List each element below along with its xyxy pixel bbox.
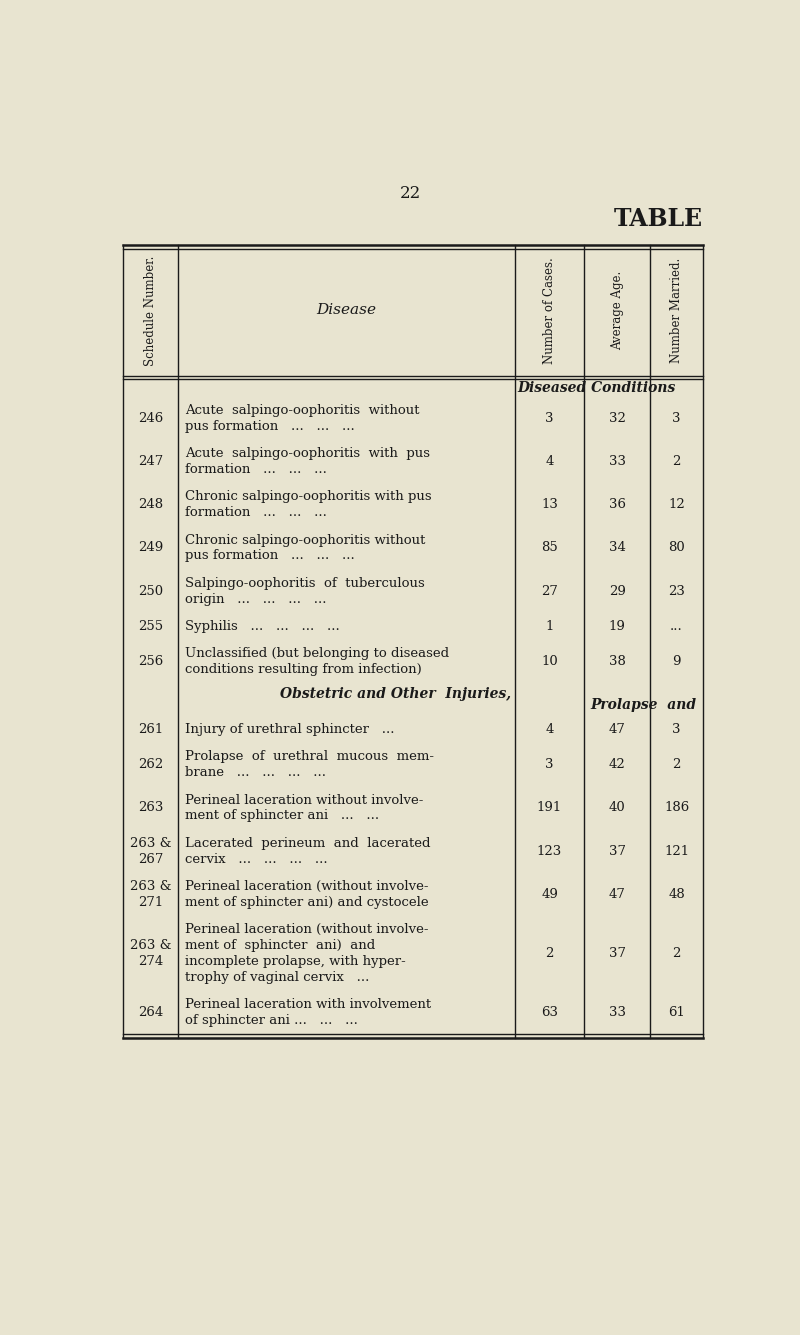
Text: Perineal laceration with involvement: Perineal laceration with involvement: [186, 999, 431, 1011]
Text: 47: 47: [609, 724, 626, 736]
Text: 23: 23: [668, 585, 685, 598]
Text: Unclassified (but belonging to diseased: Unclassified (but belonging to diseased: [186, 647, 450, 661]
Text: incomplete prolapse, with hyper-: incomplete prolapse, with hyper-: [186, 955, 406, 968]
Text: ment of sphincter ani   ...   ...: ment of sphincter ani ... ...: [186, 809, 379, 822]
Text: 249: 249: [138, 542, 163, 554]
Text: Number of Cases.: Number of Cases.: [543, 256, 556, 363]
Text: 47: 47: [609, 888, 626, 901]
Text: of sphincter ani ...   ...   ...: of sphincter ani ... ... ...: [186, 1015, 358, 1027]
Text: 263 &: 263 &: [130, 837, 171, 850]
Text: formation   ...   ...   ...: formation ... ... ...: [186, 506, 327, 519]
Text: 63: 63: [541, 1007, 558, 1019]
Text: Average Age.: Average Age.: [611, 271, 624, 350]
Text: 248: 248: [138, 498, 163, 511]
Text: Prolapse  of  urethral  mucous  mem-: Prolapse of urethral mucous mem-: [186, 750, 434, 764]
Text: 1: 1: [546, 619, 554, 633]
Text: 2: 2: [673, 758, 681, 772]
Text: 22: 22: [399, 184, 421, 202]
Text: formation   ...   ...   ...: formation ... ... ...: [186, 463, 327, 477]
Text: 10: 10: [541, 655, 558, 669]
Text: Syphilis   ...   ...   ...   ...: Syphilis ... ... ... ...: [186, 619, 340, 633]
Text: Schedule Number.: Schedule Number.: [144, 255, 157, 366]
Text: Chronic salpingo-oophoritis without: Chronic salpingo-oophoritis without: [186, 534, 426, 546]
Text: 27: 27: [541, 585, 558, 598]
Text: 3: 3: [672, 413, 681, 425]
Text: ment of  sphincter  ani)  and: ment of sphincter ani) and: [186, 939, 375, 952]
Text: 2: 2: [673, 455, 681, 469]
Text: 13: 13: [541, 498, 558, 511]
Text: Lacerated  perineum  and  lacerated: Lacerated perineum and lacerated: [186, 837, 430, 850]
Text: 191: 191: [537, 801, 562, 814]
Text: 263 &: 263 &: [130, 939, 171, 952]
Text: 261: 261: [138, 724, 163, 736]
Text: Perineal laceration (without involve-: Perineal laceration (without involve-: [186, 922, 429, 936]
Text: 12: 12: [668, 498, 685, 511]
Text: 250: 250: [138, 585, 163, 598]
Text: 32: 32: [609, 413, 626, 425]
Text: 2: 2: [546, 947, 554, 960]
Text: Injury of urethral sphincter   ...: Injury of urethral sphincter ...: [186, 724, 394, 736]
Text: 255: 255: [138, 619, 163, 633]
Text: 4: 4: [546, 724, 554, 736]
Text: 264: 264: [138, 1007, 163, 1019]
Text: 38: 38: [609, 655, 626, 669]
Text: 263: 263: [138, 801, 163, 814]
Text: 246: 246: [138, 413, 163, 425]
Text: Salpingo-oophoritis  of  tuberculous: Salpingo-oophoritis of tuberculous: [186, 577, 425, 590]
Text: 2: 2: [673, 947, 681, 960]
Text: ...: ...: [670, 619, 683, 633]
Text: 40: 40: [609, 801, 626, 814]
Text: 123: 123: [537, 845, 562, 857]
Text: Acute  salpingo-oophoritis  with  pus: Acute salpingo-oophoritis with pus: [186, 447, 430, 461]
Text: 29: 29: [609, 585, 626, 598]
Text: 247: 247: [138, 455, 163, 469]
Text: 37: 37: [609, 845, 626, 857]
Text: 19: 19: [609, 619, 626, 633]
Text: Diseased Conditions: Diseased Conditions: [517, 380, 675, 395]
Text: trophy of vaginal cervix   ...: trophy of vaginal cervix ...: [186, 971, 370, 984]
Text: 42: 42: [609, 758, 626, 772]
Text: 271: 271: [138, 896, 163, 909]
Text: 37: 37: [609, 947, 626, 960]
Text: 9: 9: [672, 655, 681, 669]
Text: 3: 3: [546, 413, 554, 425]
Text: cervix   ...   ...   ...   ...: cervix ... ... ... ...: [186, 853, 328, 865]
Text: 80: 80: [668, 542, 685, 554]
Text: 186: 186: [664, 801, 690, 814]
Text: Acute  salpingo-oophoritis  without: Acute salpingo-oophoritis without: [186, 405, 420, 417]
Text: 3: 3: [672, 724, 681, 736]
Text: Number Married.: Number Married.: [670, 258, 683, 363]
Text: 274: 274: [138, 955, 163, 968]
Text: 85: 85: [541, 542, 558, 554]
Text: 3: 3: [546, 758, 554, 772]
Text: origin   ...   ...   ...   ...: origin ... ... ... ...: [186, 593, 326, 606]
Text: pus formation   ...   ...   ...: pus formation ... ... ...: [186, 550, 355, 562]
Text: Chronic salpingo-oophoritis with pus: Chronic salpingo-oophoritis with pus: [186, 490, 432, 503]
Text: 267: 267: [138, 853, 163, 865]
Text: Prolapse  and: Prolapse and: [590, 698, 697, 713]
Text: Perineal laceration (without involve-: Perineal laceration (without involve-: [186, 880, 429, 893]
Text: Perineal laceration without involve-: Perineal laceration without involve-: [186, 793, 424, 806]
Text: 121: 121: [664, 845, 689, 857]
Text: Obstetric and Other  Injuries,: Obstetric and Other Injuries,: [280, 686, 510, 701]
Text: 33: 33: [609, 455, 626, 469]
Text: brane   ...   ...   ...   ...: brane ... ... ... ...: [186, 766, 326, 780]
Text: 34: 34: [609, 542, 626, 554]
Text: conditions resulting from infection): conditions resulting from infection): [186, 663, 422, 676]
Text: ment of sphincter ani) and cystocele: ment of sphincter ani) and cystocele: [186, 896, 429, 909]
Text: 33: 33: [609, 1007, 626, 1019]
Text: 262: 262: [138, 758, 163, 772]
Text: 36: 36: [609, 498, 626, 511]
Text: 256: 256: [138, 655, 163, 669]
Text: 48: 48: [668, 888, 685, 901]
Text: Disease: Disease: [316, 303, 376, 318]
Text: 61: 61: [668, 1007, 685, 1019]
Text: TABLE: TABLE: [614, 207, 703, 231]
Text: pus formation   ...   ...   ...: pus formation ... ... ...: [186, 419, 355, 433]
Text: 49: 49: [541, 888, 558, 901]
Text: 4: 4: [546, 455, 554, 469]
Text: 263 &: 263 &: [130, 880, 171, 893]
